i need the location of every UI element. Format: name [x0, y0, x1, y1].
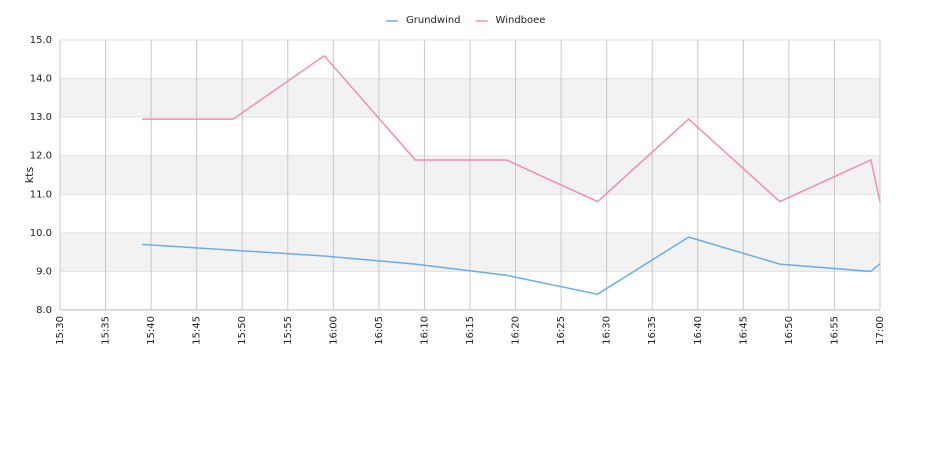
x-tick-label: 16:55: [829, 316, 840, 345]
x-tick-label: 16:10: [419, 316, 430, 345]
x-tick-label: 15:45: [192, 316, 203, 345]
x-tick-label: 17:00: [875, 316, 886, 345]
y-tick-label: 9.0: [36, 266, 52, 277]
y-tick-label: 11.0: [30, 189, 52, 200]
x-tick-label: 15:55: [283, 316, 294, 345]
x-tick-label: 16:30: [602, 316, 613, 345]
x-tick-label: 16:00: [328, 316, 339, 345]
x-tick-label: 16:40: [693, 316, 704, 345]
x-tick-label: 16:20: [511, 316, 522, 345]
y-tick-label: 14.0: [30, 74, 52, 85]
x-tick-label: 15:40: [146, 316, 157, 345]
x-tick-label: 16:25: [556, 316, 567, 345]
y-tick-label: 13.0: [30, 112, 52, 123]
y-axis-label: kts: [23, 167, 36, 184]
series-line: [142, 54, 881, 203]
x-tick-label: 16:05: [374, 316, 385, 345]
y-tick-label: 15.0: [30, 35, 52, 46]
x-tick-label: 15:30: [55, 316, 66, 345]
x-tick-label: 16:45: [738, 316, 749, 345]
y-tick-label: 12.0: [30, 151, 52, 162]
y-tick-label: 8.0: [36, 305, 52, 316]
x-tick-label: 16:35: [647, 316, 658, 345]
x-tick-label: 15:35: [101, 316, 112, 345]
legend-label: Grundwind: [406, 15, 461, 26]
series-line: [141, 236, 881, 295]
x-tick-label: 16:15: [465, 316, 476, 345]
y-tick-label: 10.0: [30, 228, 52, 239]
x-tick-label: 16:50: [784, 316, 795, 345]
x-tick-label: 15:50: [237, 316, 248, 345]
legend-label: Windboee: [496, 15, 546, 26]
